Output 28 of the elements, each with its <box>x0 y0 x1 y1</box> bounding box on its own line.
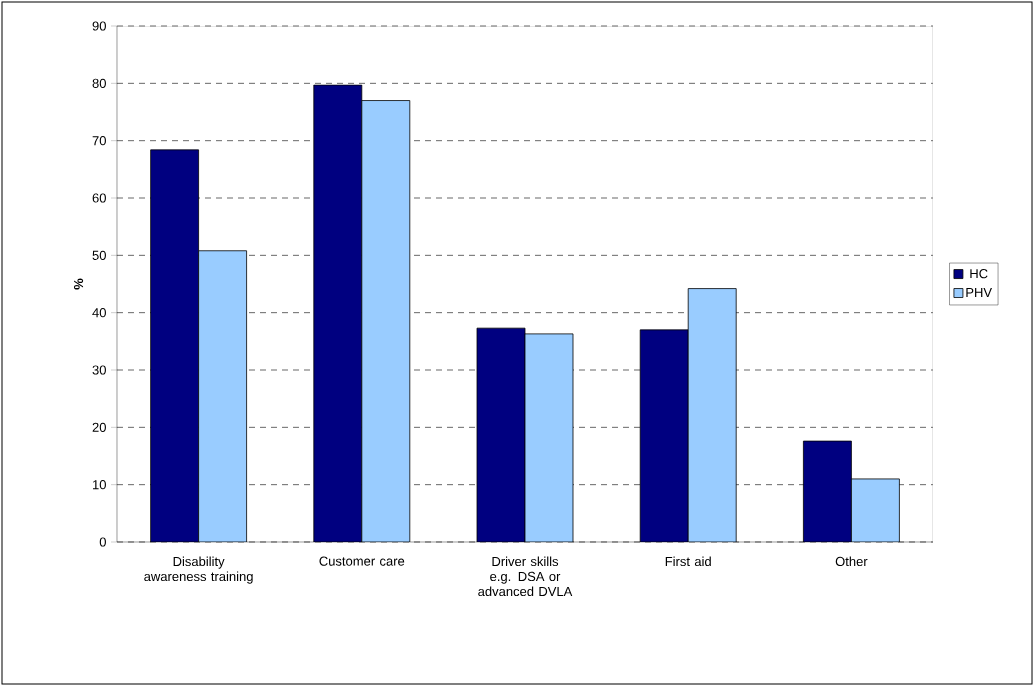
bar <box>198 250 247 542</box>
y-axis-title: % <box>73 278 84 290</box>
bar <box>361 100 411 542</box>
y-tick-label: 70 <box>92 136 106 146</box>
x-tick-label: Other <box>835 556 868 567</box>
bar <box>150 149 199 542</box>
y-tick-label: 40 <box>92 308 106 318</box>
bar <box>476 327 526 542</box>
bar <box>803 440 852 542</box>
bar <box>524 333 574 542</box>
y-tick-label: 50 <box>92 250 106 260</box>
x-tick-label: Driver skills e.g. DSA or advanced DVLA <box>478 556 573 597</box>
bar <box>639 329 689 542</box>
x-tick-label: Customer care <box>319 556 405 566</box>
y-tick-label: 80 <box>92 78 106 88</box>
x-tick-label: Disability awareness training <box>144 556 253 584</box>
y-tick-label: 20 <box>92 422 106 432</box>
y-tick-label: 60 <box>92 193 106 203</box>
bar <box>313 84 363 542</box>
x-tick-label: First aid <box>665 556 711 567</box>
bar <box>687 288 737 542</box>
y-tick-label: 0 <box>99 537 106 547</box>
y-tick-label: 10 <box>93 480 106 490</box>
legend-label: HC <box>970 269 988 279</box>
bar <box>851 478 900 542</box>
y-tick-label: 90 <box>92 21 106 31</box>
legend-label: PHV <box>966 288 992 298</box>
y-tick-label: 30 <box>92 365 106 375</box>
